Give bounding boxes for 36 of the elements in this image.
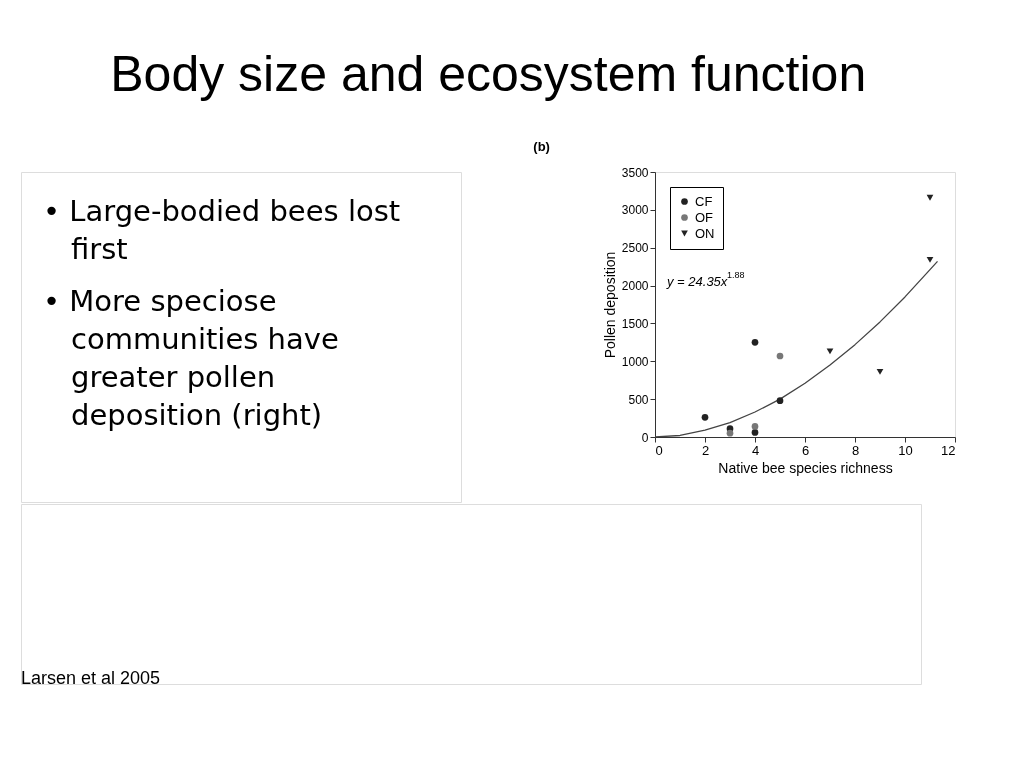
chart-title: Body size and ecosystem function	[110, 45, 867, 102]
text: Larsen et al 2005	[21, 668, 161, 688]
y-tick-label: 1500	[621, 316, 649, 331]
x-tick-label: 8	[851, 442, 860, 458]
x-axis-title: Native bee species richness	[718, 459, 893, 476]
point	[926, 256, 934, 263]
line-series	[655, 260, 939, 437]
point	[776, 352, 784, 360]
y-tick-label: 2000	[621, 279, 649, 294]
text: (b)	[533, 139, 550, 154]
point	[751, 339, 759, 346]
y-tick-label: 1000	[621, 354, 649, 369]
y-tick-label: 0	[641, 430, 649, 445]
x-tick-label: 2	[701, 442, 710, 458]
legend-label: CF	[695, 193, 713, 209]
x-tick-label: 4	[751, 442, 760, 458]
legend-label: ON	[695, 225, 715, 241]
point	[751, 423, 759, 430]
y-tick-label: 3000	[621, 203, 649, 218]
y-tick-label: 500	[628, 392, 649, 407]
point	[701, 413, 709, 421]
point	[726, 429, 734, 437]
y-tick-label: 3500	[621, 165, 649, 180]
point	[776, 397, 784, 404]
x-tick-label: 0	[655, 442, 663, 458]
text: • Large-bodied bees lost first	[43, 194, 401, 266]
legend-label: OF	[695, 209, 714, 225]
point	[751, 429, 759, 436]
x-tick-label: 6	[801, 442, 810, 458]
point	[926, 194, 934, 201]
x-tick-label: 12	[941, 442, 956, 458]
y-axis-title: Pollen deposition	[601, 251, 618, 359]
point	[876, 368, 884, 375]
x-tick-label: 10	[898, 442, 913, 458]
text: • More speciose communities have greater pollen deposition (right)	[43, 284, 339, 432]
y-tick-label: 2500	[621, 241, 649, 256]
